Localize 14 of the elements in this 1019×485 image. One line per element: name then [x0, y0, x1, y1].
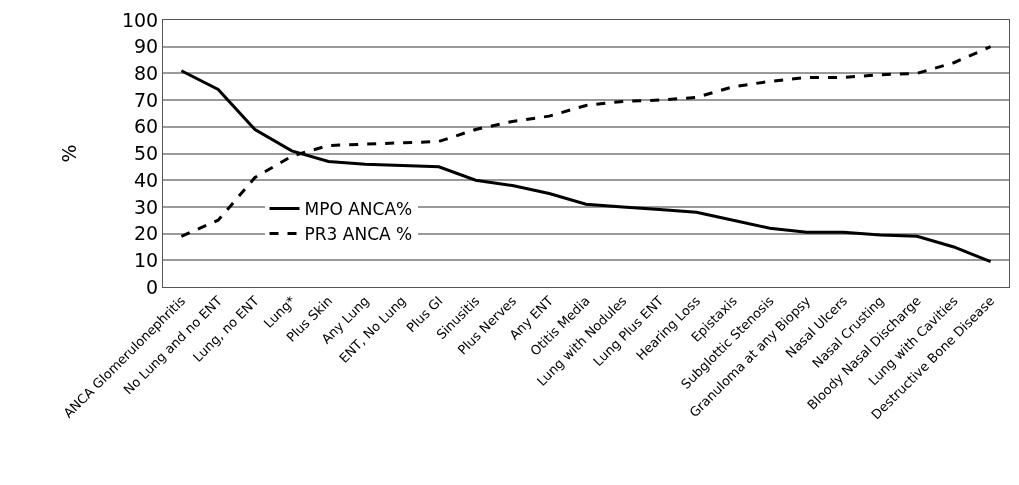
- y-tick-label: 70: [134, 88, 159, 111]
- y-tick-label: 20: [134, 222, 159, 245]
- y-tick-label: 0: [146, 275, 159, 298]
- y-tick-label: 80: [134, 62, 159, 85]
- y-tick-label: 30: [134, 195, 159, 218]
- y-tick-label: 100: [121, 8, 159, 31]
- legend-label: PR3 ANCA %: [304, 224, 413, 245]
- y-tick-label: 40: [134, 168, 159, 191]
- y-tick-label: 50: [134, 142, 159, 165]
- y-tick-label: 90: [134, 35, 159, 58]
- legend-label: MPO ANCA%: [304, 199, 413, 220]
- y-tick-label: 10: [134, 248, 159, 271]
- y-axis-title: %: [57, 144, 80, 163]
- y-tick-label: 60: [134, 115, 159, 138]
